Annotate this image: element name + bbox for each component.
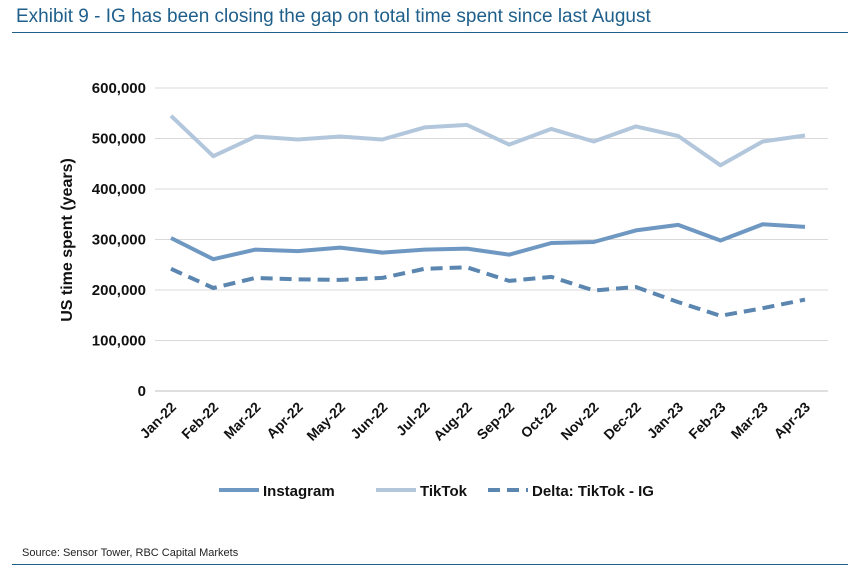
x-tick-label: Mar-22 [220, 399, 263, 442]
x-tick-label: Dec-22 [600, 399, 644, 443]
footer-rule [12, 564, 848, 565]
series-line-instagram [170, 222, 806, 262]
x-tick-label: Jan-22 [136, 399, 179, 442]
title-rule [12, 32, 848, 33]
x-tick-label: May-22 [303, 399, 348, 444]
x-tick-label: Jan-23 [644, 399, 687, 442]
series-lines [169, 114, 806, 318]
y-tick-label: 600,000 [92, 80, 146, 97]
legend: Instagram TikTok Delta: TikTok - IG [219, 483, 654, 500]
legend-label: Instagram [263, 483, 335, 500]
x-tick-label: Feb-23 [685, 399, 728, 442]
legend-label: TikTok [420, 483, 468, 500]
series-line-tiktok [169, 114, 806, 168]
series-line-delta-tiktok-ig [170, 265, 806, 318]
y-tick-label: 500,000 [92, 131, 146, 148]
y-tick-label: 200,000 [92, 282, 146, 299]
chart-title: Exhibit 9 - IG has been closing the gap … [16, 6, 651, 27]
x-tick-label: Nov-22 [557, 399, 601, 443]
x-tick-label: Mar-23 [728, 399, 771, 442]
y-axis-label: US time spent (years) [59, 158, 76, 322]
x-tick-label: Apr-23 [770, 399, 813, 442]
source-note: Source: Sensor Tower, RBC Capital Market… [22, 547, 239, 559]
legend-label: Delta: TikTok - IG [532, 483, 654, 500]
y-tick-label: 100,000 [92, 333, 146, 350]
x-tick-label: Oct-22 [517, 399, 559, 441]
x-tick-label: Jun-22 [347, 399, 390, 442]
x-tick-label: Aug-22 [430, 399, 475, 444]
x-tick-label: Apr-22 [263, 399, 306, 442]
gridlines [155, 87, 828, 341]
y-tick-label: 400,000 [92, 181, 146, 198]
y-tick-label: 300,000 [92, 232, 146, 249]
x-tick-label: Sep-22 [473, 399, 517, 443]
y-tick-label: 0 [138, 383, 146, 400]
y-axis-ticks: 0 100,000 200,000 300,000 400,000 500,000 600,… [92, 80, 146, 400]
x-tick-label: Jul-22 [393, 399, 433, 439]
x-tick-label: Feb-22 [178, 399, 221, 442]
